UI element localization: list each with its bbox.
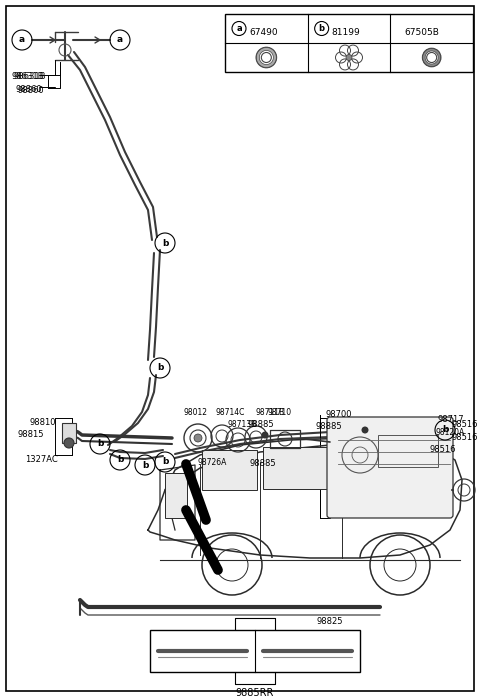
Text: b: b — [442, 425, 448, 434]
Text: 98631B: 98631B — [14, 72, 47, 81]
Bar — [150, 630, 360, 672]
Text: b: b — [117, 456, 123, 464]
Text: 98631B: 98631B — [12, 72, 45, 81]
Text: 98717: 98717 — [438, 415, 465, 424]
Text: 98710: 98710 — [268, 408, 292, 417]
Text: b: b — [162, 457, 168, 466]
Circle shape — [346, 54, 352, 61]
Text: 98714C: 98714C — [215, 408, 244, 417]
Circle shape — [194, 434, 202, 442]
Text: 81199: 81199 — [332, 28, 360, 37]
Text: 98860: 98860 — [16, 85, 43, 94]
Text: 98516: 98516 — [430, 445, 456, 454]
Text: b: b — [319, 24, 324, 33]
Text: 1327AC: 1327AC — [25, 455, 58, 464]
Circle shape — [64, 438, 74, 448]
Text: a: a — [236, 24, 242, 33]
Text: 98516: 98516 — [452, 433, 479, 442]
Bar — [202, 450, 257, 490]
Text: 98012: 98012 — [183, 408, 207, 417]
Text: 98885: 98885 — [248, 420, 275, 429]
Text: b: b — [157, 364, 163, 372]
Bar — [62, 423, 76, 443]
Wedge shape — [256, 47, 276, 68]
Text: 98885: 98885 — [250, 459, 276, 468]
Text: 98726A: 98726A — [198, 458, 228, 467]
Text: 98825: 98825 — [317, 617, 343, 626]
FancyBboxPatch shape — [327, 417, 453, 518]
Text: 98713B: 98713B — [228, 420, 257, 429]
Text: 67505B: 67505B — [404, 28, 439, 37]
Bar — [165, 473, 187, 518]
Wedge shape — [423, 49, 441, 66]
Text: 98860: 98860 — [18, 86, 45, 95]
Text: b: b — [142, 461, 148, 470]
Circle shape — [262, 431, 268, 438]
Bar — [378, 435, 438, 467]
Bar — [345, 444, 425, 489]
Text: 98815: 98815 — [18, 430, 45, 439]
Bar — [263, 447, 338, 489]
Text: 98516: 98516 — [452, 420, 479, 429]
Text: 98711B: 98711B — [255, 408, 284, 417]
Text: 9885RR: 9885RR — [236, 688, 274, 697]
Text: 98810: 98810 — [30, 418, 57, 427]
Text: 98120A: 98120A — [435, 428, 464, 437]
Text: 98885: 98885 — [315, 422, 342, 431]
Circle shape — [361, 427, 369, 434]
Text: 98700: 98700 — [325, 410, 351, 419]
Text: a: a — [117, 36, 123, 45]
Text: a: a — [19, 36, 25, 45]
Text: 67490: 67490 — [249, 28, 277, 37]
Bar — [225, 14, 473, 72]
Text: b: b — [97, 440, 103, 448]
Text: b: b — [162, 238, 168, 247]
